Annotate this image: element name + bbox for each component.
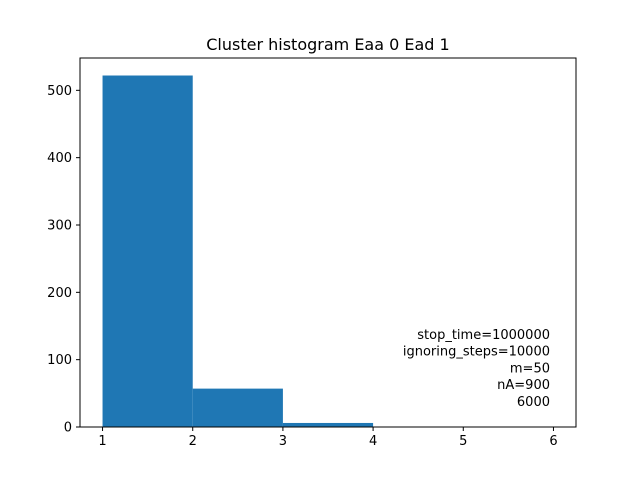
y-tick-label: 200 [47, 286, 72, 301]
x-tick-label: 6 [549, 434, 557, 449]
x-axis-ticks: 1 2 3 4 5 6 [98, 427, 558, 449]
y-tick-label: 300 [47, 218, 72, 233]
x-tick-label: 5 [459, 434, 467, 449]
x-tick-label: 2 [189, 434, 197, 449]
chart-title: Cluster histogram Eaa 0 Ead 1 [206, 35, 449, 54]
y-tick-label: 400 [47, 151, 72, 166]
annotation-line: stop_time=1000000 [417, 328, 550, 343]
annotation-line: m=50 [510, 361, 550, 376]
y-tick-label: 500 [47, 84, 72, 99]
histogram-bar-3 [282, 422, 374, 427]
y-axis-ticks: 0 100 200 300 400 500 [47, 84, 80, 436]
annotation-line: ignoring_steps=10000 [403, 345, 550, 360]
annotation-line: 6000 [517, 395, 550, 410]
run-parameters-annotation: stop_time=1000000 ignoring_steps=10000m=5… [403, 328, 550, 410]
bars-group [102, 75, 374, 428]
x-tick-label: 4 [369, 434, 377, 449]
y-tick-label: 0 [64, 421, 72, 436]
histogram-bar-1 [102, 75, 193, 428]
annotation-line: nA=900 [497, 378, 550, 393]
x-tick-label: 3 [279, 434, 287, 449]
y-tick-label: 100 [47, 353, 72, 368]
plot-frame [79, 57, 577, 428]
x-tick-label: 1 [98, 434, 106, 449]
histogram-bar-2 [192, 388, 283, 427]
